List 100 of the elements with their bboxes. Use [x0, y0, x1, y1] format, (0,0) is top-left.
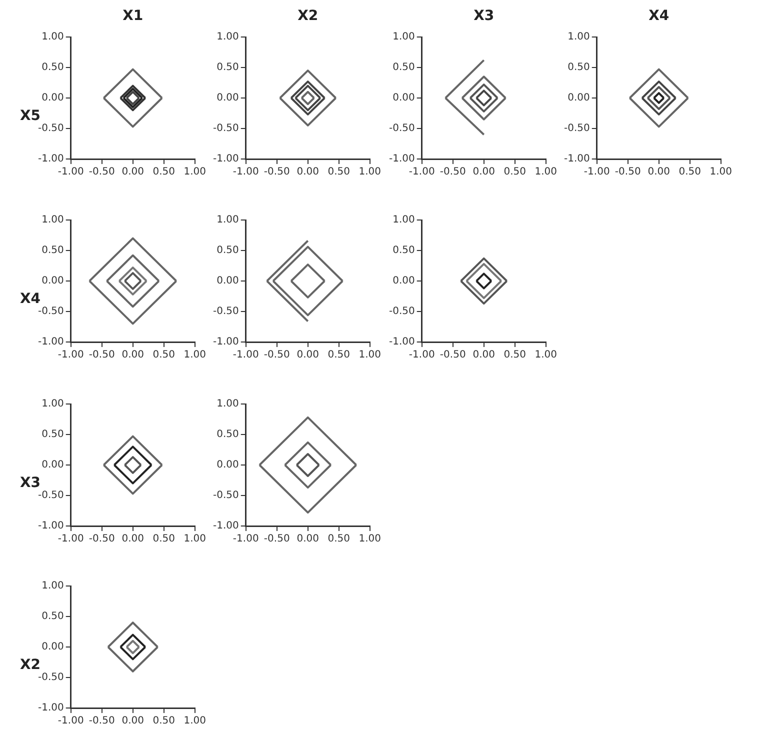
- y-tick-label: 1.00: [42, 580, 64, 592]
- y-tick-label: 0.00: [42, 642, 64, 653]
- y-tick-label: -0.50: [564, 123, 590, 134]
- y-tick-label: -0.50: [389, 306, 415, 318]
- x-tick-label: 0.00: [296, 166, 320, 178]
- y-tick-label: 0.00: [216, 92, 239, 104]
- x-tick-label: 0.00: [122, 350, 144, 361]
- x-tick-label: -0.50: [264, 534, 290, 545]
- y-tick-label: 1.00: [42, 32, 64, 43]
- x-tick-label: -0.50: [614, 166, 641, 178]
- y-tick-label: 0.50: [216, 62, 239, 74]
- y-tick-label: -0.50: [38, 123, 64, 134]
- x-tick-label: 0.00: [122, 716, 144, 727]
- x-tick-label: -1.00: [232, 166, 259, 178]
- x-tick-label: -0.50: [440, 350, 466, 361]
- y-tick-label: -0.50: [213, 306, 239, 318]
- y-tick-label: 0.00: [42, 92, 64, 104]
- x-tick-label: 1.00: [358, 166, 381, 178]
- y-tick-label: 0.50: [216, 245, 239, 256]
- chart-title: X4: [648, 8, 670, 24]
- x-tick-label: 0.50: [504, 166, 526, 178]
- x-tick-label: -0.50: [88, 716, 115, 727]
- y-axis-title: X2: [20, 656, 41, 673]
- x-tick-label: 1.00: [534, 350, 557, 361]
- x-tick-label: -1.00: [58, 716, 84, 727]
- y-tick-label: 0.50: [392, 62, 415, 74]
- x-tick-label: -0.50: [88, 534, 115, 545]
- x-tick-label: -1.00: [408, 350, 435, 361]
- x-tick-label: -1.00: [232, 350, 259, 361]
- y-tick-label: -1.00: [38, 336, 64, 348]
- x-tick-label: 0.50: [504, 350, 526, 361]
- y-tick-label: -1.00: [389, 154, 415, 165]
- x-tick-label: 1.00: [184, 534, 206, 545]
- y-tick-label: 1.00: [392, 214, 415, 226]
- y-tick-label: 0.00: [216, 276, 239, 287]
- y-axis-title: X4: [20, 290, 41, 307]
- y-tick-label: -1.00: [564, 154, 590, 165]
- y-tick-label: 1.00: [392, 32, 415, 43]
- y-tick-label: 0.50: [392, 245, 415, 256]
- y-axis-title: X3: [20, 474, 41, 491]
- y-tick-label: 0.50: [568, 62, 590, 74]
- y-tick-label: -1.00: [213, 154, 239, 165]
- y-tick-label: 0.00: [42, 276, 64, 287]
- x-tick-label: 0.00: [296, 534, 320, 545]
- x-tick-label: 0.50: [152, 534, 175, 545]
- x-tick-label: 1.00: [534, 166, 557, 178]
- x-tick-label: 1.00: [184, 350, 206, 361]
- x-tick-label: 0.00: [296, 350, 320, 361]
- y-tick-label: 0.50: [42, 429, 64, 440]
- chart-title: X2: [298, 8, 318, 24]
- y-tick-label: 0.50: [42, 245, 64, 256]
- y-tick-label: -1.00: [213, 520, 239, 532]
- x-tick-label: -0.50: [88, 166, 115, 178]
- y-tick-label: 1.00: [42, 214, 64, 226]
- y-tick-label: 1.00: [42, 398, 64, 410]
- y-tick-label: -0.50: [38, 490, 64, 502]
- y-tick-label: 0.00: [42, 460, 64, 471]
- x-tick-label: 1.00: [358, 350, 381, 361]
- y-tick-label: 0.00: [216, 460, 239, 471]
- y-tick-label: 0.00: [392, 92, 415, 104]
- x-tick-label: 0.00: [122, 534, 144, 545]
- x-tick-label: 1.00: [710, 166, 732, 178]
- x-tick-label: 0.50: [152, 350, 175, 361]
- x-tick-label: 0.50: [328, 534, 350, 545]
- x-tick-label: -1.00: [584, 166, 610, 178]
- y-tick-label: 1.00: [568, 32, 590, 43]
- y-tick-label: 0.00: [568, 92, 590, 104]
- y-tick-label: -0.50: [38, 672, 64, 684]
- x-tick-label: 0.50: [328, 166, 350, 178]
- x-tick-label: 0.00: [472, 350, 496, 361]
- x-tick-label: 0.00: [472, 166, 496, 178]
- y-tick-label: -0.50: [213, 123, 239, 134]
- y-tick-label: 0.50: [42, 62, 64, 74]
- x-tick-label: -1.00: [58, 350, 84, 361]
- x-tick-label: 1.00: [184, 166, 206, 178]
- chart-title: X3: [474, 8, 494, 24]
- y-tick-label: -0.50: [389, 123, 415, 134]
- x-tick-label: -1.00: [232, 534, 259, 545]
- x-tick-label: -1.00: [58, 534, 84, 545]
- y-tick-label: -1.00: [38, 154, 64, 165]
- y-tick-label: 1.00: [216, 214, 239, 226]
- x-tick-label: -0.50: [88, 350, 115, 361]
- x-tick-label: -1.00: [408, 166, 435, 178]
- x-tick-label: 1.00: [358, 534, 381, 545]
- x-tick-label: -1.00: [58, 166, 84, 178]
- y-tick-label: 0.50: [42, 611, 64, 622]
- x-tick-label: 0.00: [648, 166, 670, 178]
- y-tick-label: 0.00: [392, 276, 415, 287]
- y-tick-label: 1.00: [216, 398, 239, 410]
- x-tick-label: 0.50: [152, 716, 175, 727]
- y-tick-label: -0.50: [213, 490, 239, 502]
- x-tick-label: 0.00: [122, 166, 144, 178]
- x-tick-label: 0.50: [328, 350, 350, 361]
- y-tick-label: 1.00: [216, 32, 239, 43]
- x-tick-label: 0.50: [678, 166, 701, 178]
- x-tick-label: -0.50: [264, 166, 290, 178]
- y-tick-label: -1.00: [389, 336, 415, 348]
- y-tick-label: -1.00: [38, 520, 64, 532]
- x-tick-label: 0.50: [152, 166, 175, 178]
- x-tick-label: -0.50: [264, 350, 290, 361]
